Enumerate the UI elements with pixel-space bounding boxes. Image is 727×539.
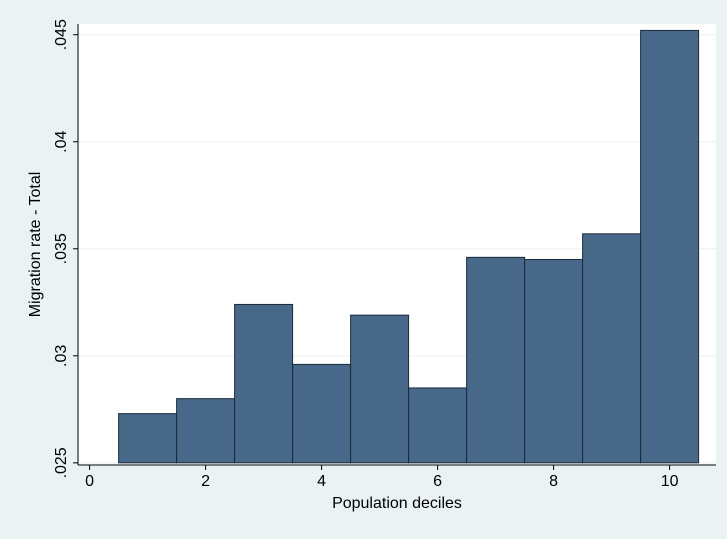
x-tick-label: 4 (317, 473, 326, 490)
bar (118, 413, 178, 464)
bar (292, 363, 352, 464)
bar (640, 29, 700, 464)
bar (408, 387, 468, 464)
bars (118, 29, 700, 464)
x-tick-label: 10 (661, 473, 679, 490)
bar (234, 303, 294, 464)
axes: .025 .03 .035 .04 .045 0 2 4 6 8 10 (53, 19, 716, 490)
x-tick-label: 0 (85, 473, 94, 490)
x-tick-label: 2 (201, 473, 210, 490)
bar (350, 314, 410, 464)
x-axis-label: Population deciles (332, 495, 462, 512)
bar (176, 398, 236, 464)
x-tick-label: 6 (433, 473, 442, 490)
y-tick-label: .045 (53, 19, 70, 50)
y-tick-label: .035 (53, 233, 70, 264)
bar (524, 258, 584, 464)
bar (466, 256, 526, 464)
bar (582, 233, 642, 464)
y-tick-label: .03 (53, 345, 70, 367)
y-tick-label: .025 (53, 447, 70, 478)
y-tick-label: .04 (53, 131, 70, 153)
x-tick-label: 8 (549, 473, 558, 490)
y-axis-label: Migration rate - Total (27, 172, 44, 318)
